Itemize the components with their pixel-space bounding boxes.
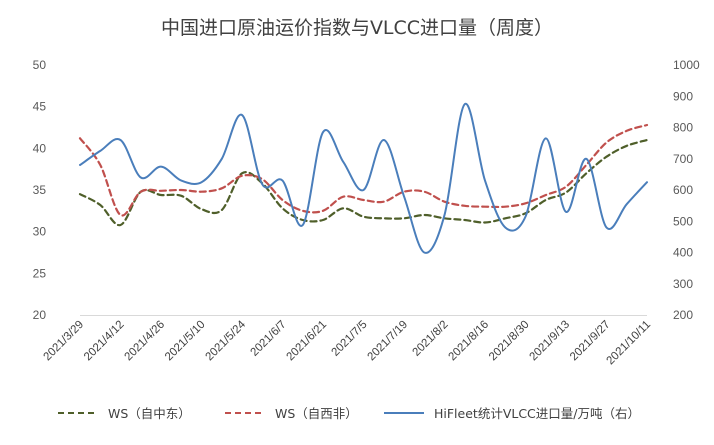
left-tick-label: 20 xyxy=(33,308,47,322)
x-tick-label: 2021/4/12 xyxy=(82,319,127,364)
series-vlcc-imports-line xyxy=(79,103,648,254)
right-tick-label: 600 xyxy=(673,183,693,197)
x-tick-label: 2021/6/7 xyxy=(248,319,288,359)
x-tick-label: 2021/5/24 xyxy=(203,318,248,363)
right-tick-label: 300 xyxy=(673,277,693,291)
left-tick-label: 40 xyxy=(33,141,47,155)
right-tick-label: 500 xyxy=(673,214,693,228)
x-tick-label: 2021/7/19 xyxy=(365,319,410,364)
right-tick-label: 700 xyxy=(673,152,693,166)
right-tick-label: 900 xyxy=(673,89,693,103)
right-axis: 200 300 400 500 600 700 800 900 1000 xyxy=(673,58,700,322)
series-layer xyxy=(78,103,649,254)
x-tick-label: 2021/4/26 xyxy=(122,319,167,364)
right-tick-label: 400 xyxy=(673,246,693,260)
left-axis: 20 25 30 35 40 45 50 xyxy=(33,58,47,322)
legend-label: WS（自西非） xyxy=(275,406,358,421)
x-tick-label: 2021/10/11 xyxy=(605,319,654,368)
x-tick-label: 2021/9/13 xyxy=(527,319,572,364)
right-tick-label: 800 xyxy=(673,121,693,135)
chart-title: 中国进口原油运价指数与VLCC进口量（周度） xyxy=(161,17,553,39)
x-tick-label: 2021/5/10 xyxy=(163,319,208,364)
left-tick-label: 30 xyxy=(33,225,47,239)
left-tick-label: 35 xyxy=(33,183,47,197)
x-axis: 2021/3/292021/4/122021/4/262021/5/102021… xyxy=(41,315,654,368)
series-ws-middle-east-line xyxy=(78,138,649,227)
right-tick-label: 200 xyxy=(673,308,693,322)
x-tick-label: 2021/8/16 xyxy=(446,319,491,364)
x-tick-label: 2021/8/2 xyxy=(410,319,450,359)
left-tick-label: 25 xyxy=(33,266,47,280)
legend: WS（自中东） WS（自西非） HiFleet统计VLCC进口量/万吨（右） xyxy=(58,406,640,421)
series-ws-west-africa-line xyxy=(78,123,649,217)
x-tick-label: 2021/3/29 xyxy=(41,319,86,364)
legend-label: HiFleet统计VLCC进口量/万吨（右） xyxy=(434,406,640,421)
x-tick-label: 2021/8/30 xyxy=(487,319,532,364)
left-tick-label: 45 xyxy=(33,100,47,114)
left-tick-label: 50 xyxy=(33,58,47,72)
x-tick-label: 2021/7/5 xyxy=(329,319,369,359)
legend-label: WS（自中东） xyxy=(108,406,191,421)
x-tick-label: 2021/6/21 xyxy=(284,319,329,364)
right-tick-label: 1000 xyxy=(673,58,700,72)
